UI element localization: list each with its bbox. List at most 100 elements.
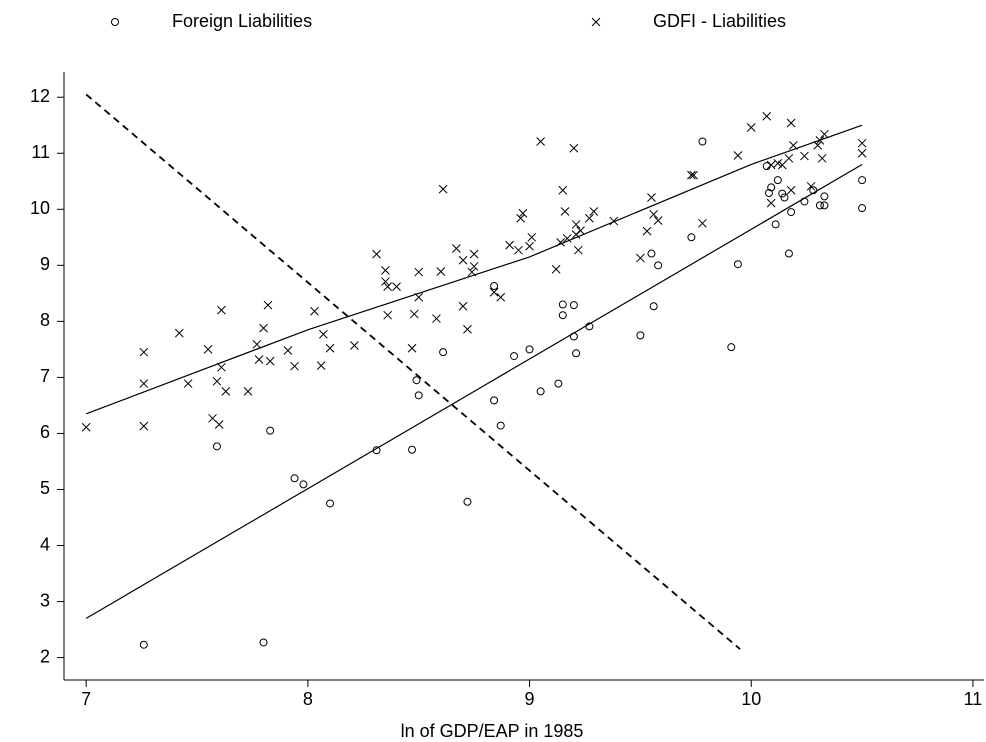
point (263, 300, 273, 310)
x-tick-label: 7 (81, 689, 91, 709)
point (858, 176, 867, 185)
point (576, 226, 585, 235)
x-tick-label: 9 (525, 689, 535, 709)
point (469, 262, 479, 271)
point (609, 216, 619, 226)
point (496, 421, 505, 430)
point (571, 220, 581, 229)
point (490, 396, 499, 405)
y-tick-label: 12 (30, 86, 50, 106)
point (813, 141, 823, 150)
point (290, 474, 299, 483)
point (820, 201, 829, 210)
y-tick-label: 8 (40, 310, 50, 330)
point (243, 387, 253, 396)
point (536, 137, 545, 146)
point (556, 237, 565, 247)
point (649, 302, 658, 311)
y-tick-label: 3 (40, 590, 50, 610)
point (800, 151, 809, 161)
point (452, 244, 461, 253)
point (558, 311, 567, 320)
point (463, 497, 472, 506)
point (817, 153, 827, 163)
point (698, 218, 707, 228)
point (687, 233, 696, 242)
point (820, 192, 829, 201)
point (383, 310, 393, 320)
x-axis-label: ln of GDP/EAP in 1985 (401, 721, 584, 741)
point (514, 245, 523, 255)
point (525, 241, 534, 251)
point (689, 170, 698, 180)
point (350, 341, 359, 350)
point (558, 300, 567, 309)
point (325, 343, 335, 353)
point (283, 346, 293, 355)
point (496, 292, 506, 302)
point (727, 343, 736, 352)
point (217, 305, 226, 315)
point (183, 379, 193, 388)
point (212, 442, 221, 451)
point (174, 328, 184, 338)
x-tick-label: 10 (741, 689, 761, 709)
point (525, 345, 534, 354)
point (636, 331, 645, 340)
point (252, 339, 262, 349)
point (815, 201, 824, 210)
point (259, 638, 268, 647)
point (777, 160, 787, 170)
point (585, 213, 594, 223)
point (221, 387, 231, 396)
point (139, 379, 149, 388)
point (505, 240, 514, 250)
point (642, 226, 652, 236)
point (771, 220, 780, 229)
point (408, 445, 417, 454)
point (316, 361, 326, 370)
point (649, 209, 659, 219)
point (81, 422, 91, 432)
y-tick-label: 6 (40, 422, 50, 442)
point (319, 329, 328, 339)
point (254, 355, 264, 364)
y-tick-label: 2 (40, 646, 50, 666)
point (203, 345, 213, 354)
point (217, 362, 226, 372)
point (372, 446, 381, 455)
point (569, 301, 578, 310)
point (767, 183, 776, 192)
point (784, 249, 793, 258)
point (778, 189, 787, 198)
point (733, 151, 743, 160)
legend-marker (591, 17, 601, 27)
point (438, 184, 448, 194)
y-tick-label: 9 (40, 254, 50, 274)
point (516, 213, 526, 223)
point (554, 379, 563, 388)
point (569, 332, 578, 341)
point (647, 249, 656, 258)
point (788, 141, 798, 150)
point (787, 208, 796, 217)
point (489, 287, 499, 297)
point (773, 176, 782, 185)
point (139, 421, 149, 431)
point (698, 137, 707, 146)
point (636, 253, 645, 263)
legend-label: GDFI - Liabilities (653, 11, 786, 31)
point (414, 267, 424, 277)
point (527, 232, 537, 242)
fit-line (85, 163, 863, 619)
point (381, 266, 390, 275)
point (858, 204, 867, 213)
point (139, 640, 148, 649)
legend-marker (111, 18, 119, 26)
point (414, 292, 424, 302)
point (786, 185, 796, 195)
point (432, 314, 441, 323)
point (551, 264, 561, 274)
point (815, 136, 825, 145)
